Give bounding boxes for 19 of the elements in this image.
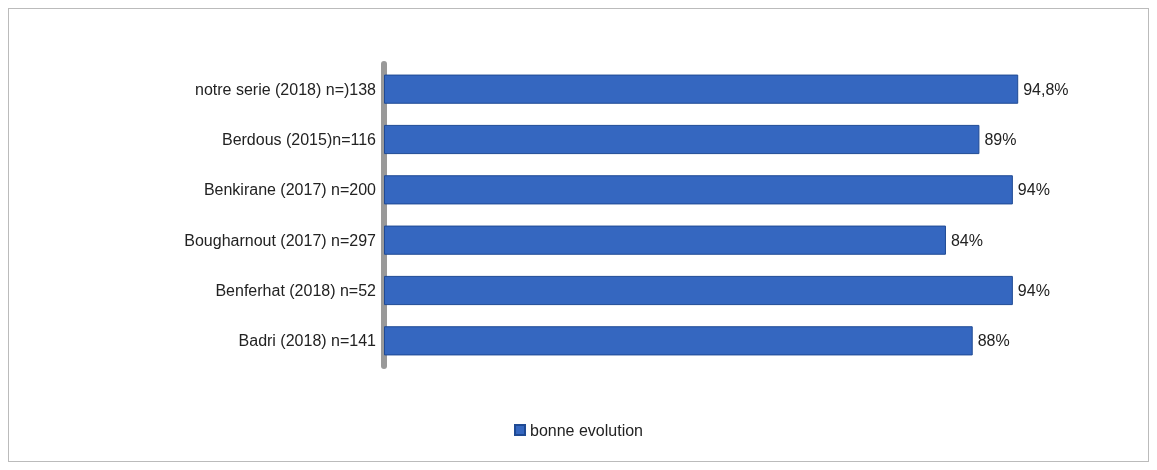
bar — [384, 175, 1013, 205]
y-tick-label: Bougharnout (2017) n=297 — [184, 231, 377, 249]
data-label: 89% — [984, 131, 1017, 148]
data-label: 88% — [977, 332, 1010, 350]
y-tick-label: Benferhat (2018) n=52 — [215, 282, 377, 299]
data-label: 94,8% — [1023, 80, 1069, 98]
y-tick-label: notre serie (2018) n=)138 — [195, 80, 377, 98]
y-tick-label: Berdous (2015)n=116 — [221, 131, 377, 148]
data-label: 94% — [1017, 181, 1050, 199]
bar — [384, 124, 980, 155]
bar — [384, 275, 1013, 306]
bar — [384, 74, 1019, 104]
y-tick-label: Badri (2018) n=141 — [238, 332, 377, 350]
data-label: 84% — [950, 231, 983, 249]
bar — [384, 326, 973, 356]
y-tick-label: Benkirane (2017) n=200 — [203, 181, 377, 199]
data-label: 94% — [1017, 282, 1050, 299]
bar — [384, 225, 946, 255]
legend-label: bonne evolution — [530, 421, 643, 439]
